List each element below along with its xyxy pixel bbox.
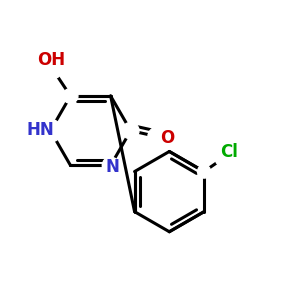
Text: N: N (105, 158, 119, 176)
Circle shape (148, 127, 167, 146)
Text: Cl: Cl (220, 142, 238, 160)
Text: OH: OH (37, 51, 65, 69)
Text: HN: HN (26, 121, 54, 139)
Circle shape (39, 119, 62, 142)
Circle shape (63, 88, 78, 104)
Circle shape (197, 165, 211, 178)
Circle shape (215, 150, 232, 166)
Circle shape (43, 60, 62, 79)
Circle shape (122, 122, 139, 139)
Text: O: O (160, 129, 174, 147)
Circle shape (102, 157, 119, 174)
